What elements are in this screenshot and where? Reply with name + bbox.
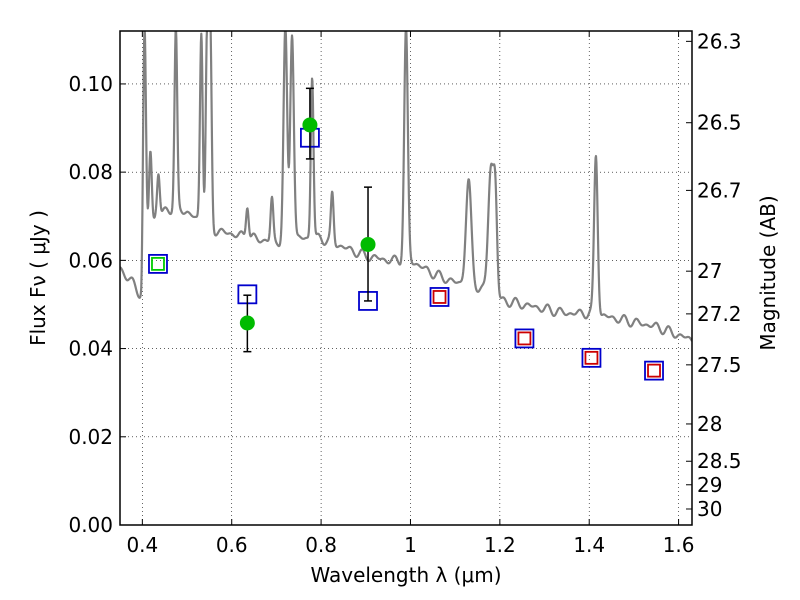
x-tick-label: 1.6	[663, 533, 695, 557]
circle-marker	[239, 315, 255, 331]
spectrum-line	[120, 31, 692, 342]
y2-tick-label: 28	[697, 412, 722, 436]
x-tick-label: 1.4	[573, 533, 605, 557]
y2-tick-label: 26.5	[697, 111, 742, 135]
y2-tick-label: 30	[697, 497, 722, 521]
x-tick-label: 1.2	[484, 533, 516, 557]
square-marker	[429, 287, 450, 307]
y2-tick-label: 26.7	[697, 178, 742, 202]
x-tick-label: 0.4	[126, 533, 158, 557]
photometry-points	[148, 87, 664, 381]
y-tick-label: 0.06	[68, 248, 113, 272]
circle-marker	[302, 117, 318, 133]
square-marker	[644, 360, 664, 381]
y2-axis-label: Magnitude (AB)	[756, 195, 780, 350]
y2-tick-label: 29	[697, 473, 722, 497]
square-marker	[148, 253, 168, 274]
x-tick-label: 1	[404, 533, 417, 557]
y2-tick-label: 27	[697, 259, 722, 283]
y2-tick-label: 28.5	[697, 449, 742, 473]
square-marker	[432, 290, 447, 304]
x-tick-label: 0.8	[305, 533, 337, 557]
square-marker	[647, 363, 661, 378]
y-tick-label: 0.02	[68, 425, 113, 449]
x-tick-label: 0.6	[216, 533, 248, 557]
y2-tick-label: 26.3	[697, 29, 742, 53]
axis-ticks: 0.4 0.6 0.8 1 1.2 1.4 1.6 0.00 0.02 0.04 0.06 0.08 0…	[68, 29, 741, 557]
y2-tick-label: 27.2	[697, 302, 742, 326]
square-marker	[514, 328, 535, 349]
plot-frame	[119, 30, 693, 526]
square-marker	[151, 256, 165, 271]
y-tick-label: 0.08	[68, 160, 113, 184]
square-marker	[584, 350, 599, 365]
square-marker	[581, 347, 602, 368]
y-tick-label: 0.10	[68, 72, 113, 96]
model-spectrum	[120, 31, 692, 342]
y-tick-label: 0.00	[68, 513, 113, 537]
y2-tick-label: 27.5	[697, 353, 742, 377]
circle-marker	[360, 236, 376, 252]
x-axis-label: Wavelength λ (μm)	[310, 563, 501, 587]
y-axis-label: Flux Fν ( μJy )	[26, 210, 50, 346]
y-tick-label: 0.04	[68, 337, 113, 361]
square-marker	[517, 331, 532, 346]
